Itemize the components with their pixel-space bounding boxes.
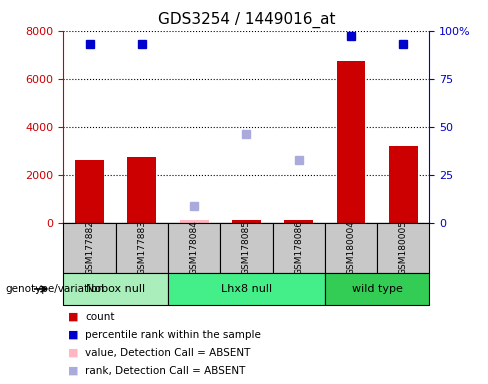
- Bar: [325, 273, 429, 305]
- Bar: [63, 273, 168, 305]
- Text: rank, Detection Call = ABSENT: rank, Detection Call = ABSENT: [85, 366, 246, 376]
- Text: ■: ■: [68, 348, 79, 358]
- Text: GSM177882: GSM177882: [85, 220, 94, 275]
- Bar: [75, 161, 104, 223]
- Bar: [168, 223, 220, 273]
- Text: value, Detection Call = ABSENT: value, Detection Call = ABSENT: [85, 348, 251, 358]
- Bar: [116, 223, 168, 273]
- Bar: [232, 220, 261, 223]
- Bar: [220, 223, 273, 273]
- Text: ■: ■: [68, 330, 79, 340]
- Text: ■: ■: [68, 312, 79, 322]
- Text: wild type: wild type: [352, 284, 403, 294]
- Bar: [168, 273, 325, 305]
- Text: GSM180005: GSM180005: [399, 220, 408, 275]
- Bar: [180, 220, 208, 223]
- Text: GSM178085: GSM178085: [242, 220, 251, 275]
- Bar: [337, 61, 366, 223]
- Bar: [389, 146, 418, 223]
- Text: percentile rank within the sample: percentile rank within the sample: [85, 330, 261, 340]
- Bar: [377, 223, 429, 273]
- Title: GDS3254 / 1449016_at: GDS3254 / 1449016_at: [158, 12, 335, 28]
- Bar: [285, 220, 313, 223]
- Text: count: count: [85, 312, 115, 322]
- Bar: [325, 223, 377, 273]
- Bar: [63, 223, 116, 273]
- Text: Nobox null: Nobox null: [86, 284, 145, 294]
- Text: GSM178086: GSM178086: [294, 220, 303, 275]
- Bar: [127, 157, 156, 223]
- Text: GSM178084: GSM178084: [190, 220, 199, 275]
- Text: Lhx8 null: Lhx8 null: [221, 284, 272, 294]
- Text: ■: ■: [68, 366, 79, 376]
- Text: GSM177883: GSM177883: [137, 220, 146, 275]
- Bar: [180, 220, 208, 223]
- Bar: [273, 223, 325, 273]
- Text: GSM180004: GSM180004: [346, 220, 356, 275]
- Text: genotype/variation: genotype/variation: [5, 284, 104, 294]
